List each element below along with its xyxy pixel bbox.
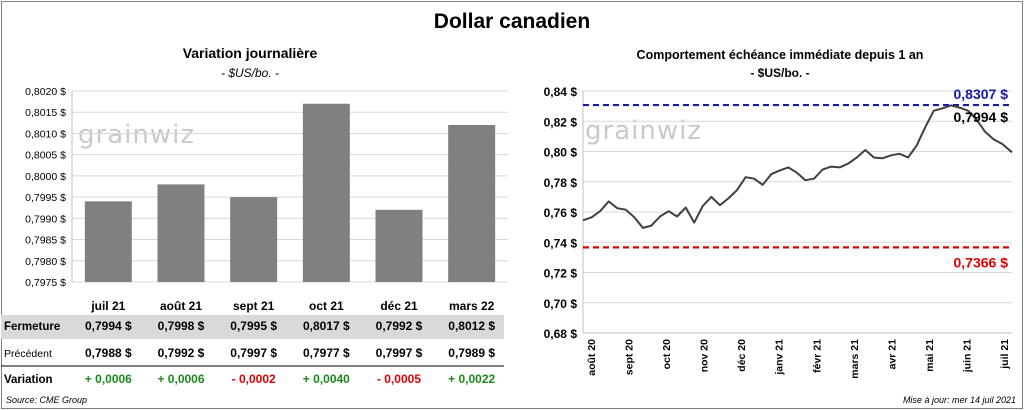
x-tick-label: déc 21 [380,299,418,313]
y-tick-label: 0,8000 $ [25,171,66,183]
right-chart-unit: - $US/bo. - [750,66,810,80]
x-tick-label: oct 20 [661,339,673,370]
table-cell: 0,7977 $ [303,346,350,360]
bar [230,197,278,282]
y-tick-label: 0,7980 $ [25,256,66,268]
x-tick-label: avr 21 [886,339,898,370]
y-tick-label: 0,74 $ [544,236,578,250]
y-tick-label: 0,78 $ [544,176,578,190]
x-tick-label: mai 21 [924,339,936,372]
x-tick-label: févr 21 [811,339,823,373]
y-tick-label: 0,72 $ [544,267,578,281]
bar [84,201,132,282]
table-cell: + 0,0022 [448,372,495,386]
price-series-line [582,104,1013,229]
x-tick-label: sept 20 [624,339,636,375]
x-tick-label: juil 21 [999,339,1011,370]
max-value-label: 0,8307 $ [954,86,1009,102]
bar [375,209,423,282]
table-cell: 0,7988 $ [85,346,132,360]
x-tick-label: déc 20 [736,339,748,372]
y-tick-label: 0,7985 $ [25,235,66,247]
watermark-logo-left: grainwiz [78,120,195,150]
table-row-label: Fermeture [4,321,60,333]
y-tick-label: 0,8010 $ [25,128,66,140]
table-cell: 0,7994 $ [85,319,132,333]
table-cell: 0,7995 $ [230,319,277,333]
y-tick-label: 0,7995 $ [25,192,66,204]
source-note: Source: CME Group [6,395,88,405]
table-cell: 0,7997 $ [376,346,423,360]
table-row-label: Variation [4,374,53,386]
y-tick-label: 0,80 $ [544,146,578,160]
page-title: Dollar canadien [433,10,591,33]
table-cell: + 0,0006 [157,372,204,386]
left-chart-unit: - $US/bo. - [220,66,280,80]
x-tick-label: sept 21 [233,299,275,313]
min-value-label: 0,7366 $ [954,254,1009,270]
y-tick-label: 0,76 $ [544,206,578,220]
x-tick-label: août 20 [586,339,598,376]
table-cell: 0,7989 $ [448,346,495,360]
table-cell: 0,8012 $ [448,319,495,333]
table-cell: 0,7998 $ [158,319,205,333]
x-tick-label: juin 21 [961,339,973,373]
left-chart-title: Variation journalière [182,45,318,61]
y-tick-label: 0,7975 $ [25,277,66,289]
table-cell: 0,7992 $ [158,346,205,360]
y-tick-label: 0,8015 $ [25,107,66,119]
table-cell: 0,7997 $ [230,346,277,360]
table-cell: + 0,0006 [85,372,132,386]
y-tick-label: 0,84 $ [544,85,578,99]
x-tick-label: janv 21 [774,339,786,376]
table-row-label: Précédent [4,348,52,360]
table-cell: 0,8017 $ [303,319,350,333]
table-cell: - 0,0002 [232,372,276,386]
x-tick-label: août 21 [160,299,202,313]
table-row-shade [1,315,504,339]
x-tick-label: juil 21 [90,299,125,313]
right-chart-title: Comportement échéance immédiate depuis 1… [636,48,924,62]
x-tick-label: oct 21 [309,299,344,313]
update-note: Mise à jour: mer 14 juil 2021 [902,395,1016,405]
last-value-label: 0,7994 $ [954,109,1009,125]
table-cell: + 0,0040 [303,372,350,386]
x-tick-label: nov 20 [699,339,711,372]
x-tick-label: mars 22 [449,299,495,313]
bar [448,124,496,282]
bar [302,103,350,282]
y-tick-label: 0,70 $ [544,297,578,311]
bar [157,184,205,282]
y-tick-label: 0,8020 $ [25,86,66,98]
x-tick-label: mars 21 [849,339,861,379]
table-cell: - 0,0005 [377,372,421,386]
y-tick-label: 0,7990 $ [25,213,66,225]
table-cell: 0,7992 $ [376,319,423,333]
y-tick-label: 0,68 $ [544,327,578,341]
y-tick-label: 0,8005 $ [25,150,66,162]
y-tick-label: 0,82 $ [544,115,578,129]
